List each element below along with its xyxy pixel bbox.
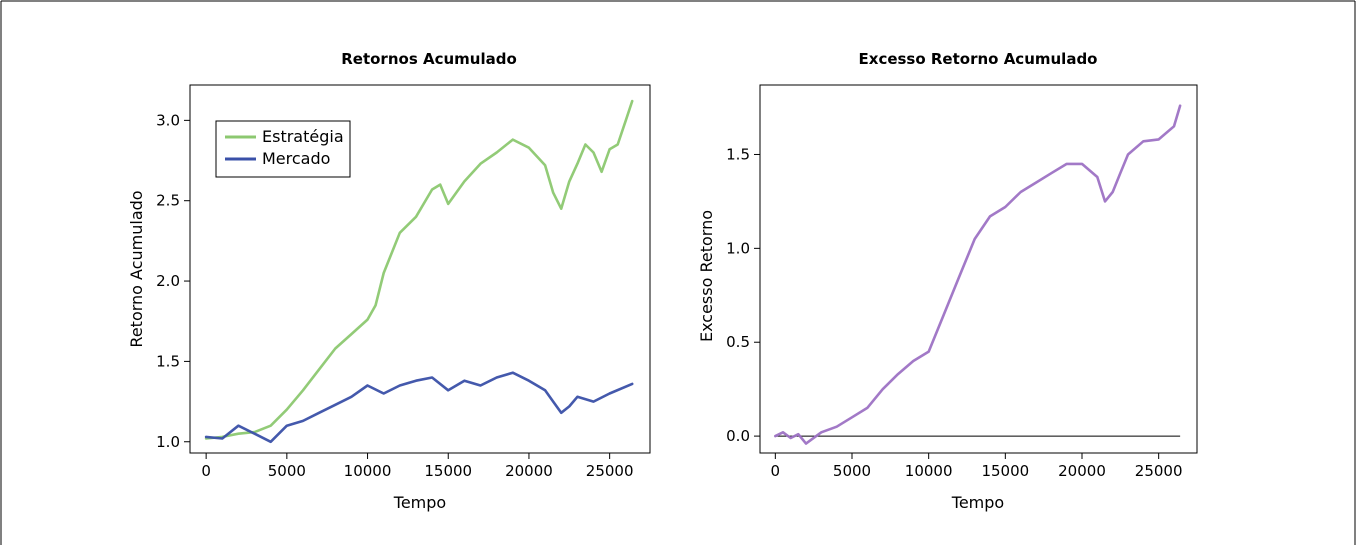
- plot-area-border: [189, 84, 651, 454]
- y-tick-label: 3.0: [156, 111, 180, 129]
- y-tick-label: 2.0: [156, 272, 180, 290]
- legend-label-estrategia: Estratégia: [262, 127, 344, 146]
- series-line-estrategia: [204, 99, 634, 440]
- x-axis-label: Tempo: [951, 493, 1004, 512]
- legend: Estratégia Mercado: [215, 120, 351, 178]
- x-tick-label: 5000: [833, 462, 871, 480]
- x-tick-label: 25000: [586, 462, 634, 480]
- series-line-mercado: [204, 371, 634, 444]
- x-tick-label: 20000: [505, 462, 553, 480]
- x-tick-label: 10000: [905, 462, 953, 480]
- x-tick-label: 0: [201, 462, 211, 480]
- legend-box: [215, 120, 351, 178]
- x-axis-ticks: 0 5000 10000 15000 20000 25000: [771, 453, 1183, 480]
- x-tick-label: 5000: [268, 462, 306, 480]
- y-axis-label: Retorno Acumulado: [127, 190, 146, 347]
- y-axis-ticks: 0.0 0.5 1.0 1.5: [726, 145, 760, 445]
- y-tick-label: 1.5: [726, 145, 750, 163]
- y-axis-ticks: 1.0 1.5 2.0 2.5 3.0: [156, 111, 190, 451]
- y-axis-label: Excesso Retorno: [697, 210, 716, 342]
- x-tick-label: 10000: [344, 462, 392, 480]
- x-tick-label: 0: [771, 462, 781, 480]
- x-axis-label: Tempo: [393, 493, 446, 512]
- x-tick-label: 15000: [981, 462, 1029, 480]
- x-axis-ticks: 0 5000 10000 15000 20000 25000: [201, 453, 634, 480]
- series-group: [773, 104, 1182, 445]
- x-tick-label: 20000: [1058, 462, 1106, 480]
- chart-title: Retornos Acumulado: [341, 50, 517, 68]
- series-line: [773, 104, 1182, 445]
- y-tick-label: 2.5: [156, 192, 180, 210]
- series-group: [204, 99, 634, 444]
- x-tick-label: 25000: [1135, 462, 1183, 480]
- y-tick-label: 1.5: [156, 352, 180, 370]
- y-tick-label: 1.0: [156, 433, 180, 451]
- plot-area-border: [759, 84, 1198, 454]
- legend-label-mercado: Mercado: [262, 149, 330, 168]
- y-tick-label: 1.0: [726, 239, 750, 257]
- chart-retornos-acumulado: Retornos Acumulado 0 5000 10000 15000 20000 2…: [127, 50, 651, 512]
- y-tick-label: 0.0: [726, 427, 750, 445]
- y-tick-label: 0.5: [726, 333, 750, 351]
- chart-excesso-retorno-acumulado: Excesso Retorno Acumulado 0 5000 10000 1500…: [697, 50, 1198, 512]
- chart-title: Excesso Retorno Acumulado: [859, 50, 1098, 68]
- x-tick-label: 15000: [424, 462, 472, 480]
